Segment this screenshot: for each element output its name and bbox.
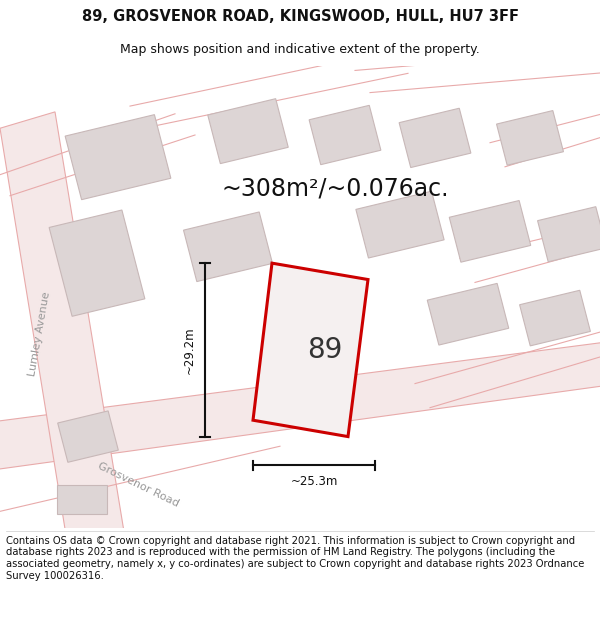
Polygon shape: [497, 111, 563, 165]
Polygon shape: [65, 114, 171, 199]
Polygon shape: [538, 207, 600, 262]
Text: ~308m²/~0.076ac.: ~308m²/~0.076ac.: [221, 177, 449, 201]
Polygon shape: [0, 340, 600, 470]
Polygon shape: [253, 263, 368, 437]
Polygon shape: [449, 201, 531, 262]
Polygon shape: [184, 212, 272, 282]
Text: Lumley Avenue: Lumley Avenue: [28, 291, 52, 377]
Polygon shape: [57, 485, 107, 514]
Polygon shape: [356, 191, 444, 258]
Polygon shape: [208, 99, 288, 164]
Text: Map shows position and indicative extent of the property.: Map shows position and indicative extent…: [120, 42, 480, 56]
Polygon shape: [427, 283, 509, 345]
Polygon shape: [309, 106, 381, 164]
Polygon shape: [49, 210, 145, 316]
Polygon shape: [0, 112, 125, 548]
Text: Grosvenor Road: Grosvenor Road: [96, 461, 180, 509]
Polygon shape: [399, 108, 471, 168]
Text: 89, GROSVENOR ROAD, KINGSWOOD, HULL, HU7 3FF: 89, GROSVENOR ROAD, KINGSWOOD, HULL, HU7…: [82, 9, 518, 24]
Text: ~29.2m: ~29.2m: [182, 326, 196, 374]
Polygon shape: [58, 411, 118, 462]
Polygon shape: [520, 290, 590, 346]
Text: 89: 89: [308, 336, 343, 364]
Text: ~25.3m: ~25.3m: [290, 476, 338, 488]
Text: Contains OS data © Crown copyright and database right 2021. This information is : Contains OS data © Crown copyright and d…: [6, 536, 584, 581]
